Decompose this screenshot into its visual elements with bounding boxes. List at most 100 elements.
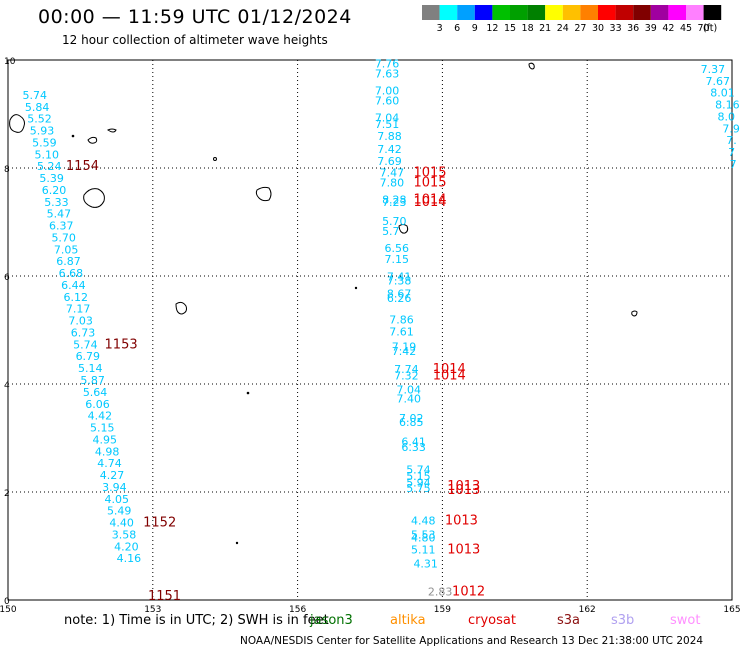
wave-height-value: 5.52 bbox=[27, 113, 52, 126]
wave-height-value: 5.14 bbox=[78, 362, 103, 375]
legend-swatch bbox=[527, 5, 546, 20]
wave-height-value: 6.44 bbox=[61, 279, 86, 292]
pass-number-label: 1152 bbox=[143, 516, 176, 531]
wave-height-value: 7.60 bbox=[375, 94, 400, 107]
legend-swatch bbox=[545, 5, 563, 20]
wave-height-value: 4.05 bbox=[105, 493, 129, 506]
pass-number-label: 1013 bbox=[447, 483, 480, 498]
wave-height-value: 7.88 bbox=[377, 130, 402, 143]
footer-note: note: 1) Time is in UTC; 2) SWH is in fe… bbox=[64, 613, 329, 628]
wave-height-value: 5.47 bbox=[47, 208, 72, 221]
legend-swatch bbox=[615, 5, 634, 20]
wave-height-value: 5.87 bbox=[80, 374, 105, 387]
wave-height-value: 5.59 bbox=[32, 136, 57, 149]
legend-swatch bbox=[650, 5, 669, 20]
wave-height-value: 6.12 bbox=[64, 291, 89, 304]
legend-tick-label: 45 bbox=[680, 23, 692, 34]
wave-height-value: 7.05 bbox=[54, 243, 79, 256]
wave-height-value: 5.74 bbox=[406, 464, 431, 477]
wave-height-value: 7.17 bbox=[66, 303, 91, 316]
wave-height-value: 4.80 bbox=[411, 532, 436, 545]
wave-height-value: 4.40 bbox=[109, 517, 134, 530]
legend-tick-label: 18 bbox=[522, 23, 534, 34]
lat-tick-label: 6 bbox=[4, 273, 10, 283]
lat-tick-label: 0 bbox=[4, 597, 10, 607]
legend-swatch bbox=[703, 5, 722, 20]
legend-tick-label: 33 bbox=[610, 23, 622, 34]
wave-height-value: 4.48 bbox=[411, 514, 436, 527]
pass-number-label: 1154 bbox=[66, 159, 99, 174]
wave-height-value: 5.70 bbox=[51, 231, 76, 244]
wave-height-value: 4.74 bbox=[97, 457, 122, 470]
wave-height-value: 5.74 bbox=[73, 338, 98, 351]
wave-height-value: 5.49 bbox=[107, 505, 131, 518]
sat-label-swot: swot bbox=[670, 613, 701, 628]
legend-swatch bbox=[598, 5, 616, 20]
wave-height-value: 7.15 bbox=[384, 253, 409, 266]
legend-tick-label: 70 bbox=[698, 23, 710, 34]
wave-height-value: 5.70 bbox=[382, 215, 407, 228]
wave-height-value: 5.7 bbox=[382, 225, 400, 238]
sat-label-jason3: jason3 bbox=[310, 613, 353, 628]
wave-height-value: 5.15 bbox=[406, 470, 431, 483]
wave-height-value: 6.79 bbox=[76, 350, 101, 363]
legend-tick-label: 36 bbox=[627, 23, 639, 34]
wave-height-value: 5.53 bbox=[411, 528, 436, 541]
pass-number-label: 1151 bbox=[148, 589, 181, 604]
wave-height-value: 7. bbox=[726, 134, 737, 147]
map-frame: 150 153 156 159 162 165 0 2 4 6 8 10 bbox=[0, 57, 740, 615]
wave-height-value: 5.64 bbox=[83, 386, 108, 399]
wave-height-value: 7.41 bbox=[387, 270, 412, 283]
wave-height-value: 7.69 bbox=[377, 155, 402, 168]
legend-swatch bbox=[686, 5, 704, 20]
wave-height-value: 7.42 bbox=[377, 143, 402, 156]
sat-label-s3a: s3a bbox=[557, 613, 581, 628]
wave-height-value: 7.04 bbox=[397, 384, 422, 397]
wave-height-value: 5.74 bbox=[22, 89, 47, 102]
legend-tick-label: 42 bbox=[662, 23, 674, 34]
wave-height-value: 7.32 bbox=[394, 370, 419, 383]
island-outline bbox=[83, 188, 105, 208]
wave-height-value: 5.84 bbox=[25, 101, 50, 114]
map-title: 00:00 — 11:59 UTC 01/12/2024 bbox=[38, 6, 352, 28]
wave-height-value: 7.42 bbox=[392, 345, 417, 358]
legend-unit: (ft) bbox=[703, 23, 717, 34]
pass-number-label: 1015 bbox=[413, 166, 446, 181]
wave-height-value: 7.03 bbox=[68, 315, 93, 328]
wave-height-value: 7 bbox=[730, 158, 737, 171]
wave-height-value: 7.63 bbox=[375, 67, 400, 80]
wave-height-value: 5.11 bbox=[411, 544, 436, 557]
sat-label-altika: altika bbox=[390, 613, 426, 628]
wave-height-value: 5.24 bbox=[37, 160, 62, 173]
legend-swatch bbox=[633, 5, 651, 20]
wave-height-value: 7.23 bbox=[382, 196, 407, 209]
legend-tick-label: 3 bbox=[437, 23, 443, 34]
wave-height-value: 8.16 bbox=[715, 99, 740, 112]
wave-height-value: 6.73 bbox=[71, 326, 96, 339]
coastlines bbox=[9, 62, 638, 545]
legend-swatch bbox=[510, 5, 528, 20]
wave-height-value: 6.68 bbox=[59, 267, 84, 280]
pass-number-label: 1013 bbox=[447, 479, 480, 494]
wave-height-value: 7.47 bbox=[380, 167, 405, 180]
legend-tick-label: 15 bbox=[504, 23, 516, 34]
legend-tick-label: 12 bbox=[486, 23, 498, 34]
lon-tick-label: 162 bbox=[579, 605, 596, 615]
lon-tick-label: 159 bbox=[434, 605, 451, 615]
legend-tick-label: 30 bbox=[592, 23, 604, 34]
wave-height-value: 4.27 bbox=[100, 469, 125, 482]
wave-height-value: 4.42 bbox=[88, 410, 113, 423]
pass-number-label: 1014 bbox=[413, 193, 446, 208]
pass-number-label: 1012 bbox=[452, 585, 485, 600]
pass-number-label: 1014 bbox=[413, 195, 446, 210]
legend-swatch bbox=[439, 5, 458, 20]
wave-height-value: 6.56 bbox=[384, 242, 409, 255]
map-subtitle: 12 hour collection of altimeter wave hei… bbox=[62, 33, 328, 47]
wave-height-value: 5.39 bbox=[39, 172, 64, 185]
legend-tick-label: 24 bbox=[557, 23, 569, 34]
island-outline bbox=[9, 114, 25, 133]
legend-swatch bbox=[668, 5, 686, 20]
wave-height-value: 3.58 bbox=[112, 528, 137, 541]
pass-number-label: 1014 bbox=[433, 362, 466, 377]
